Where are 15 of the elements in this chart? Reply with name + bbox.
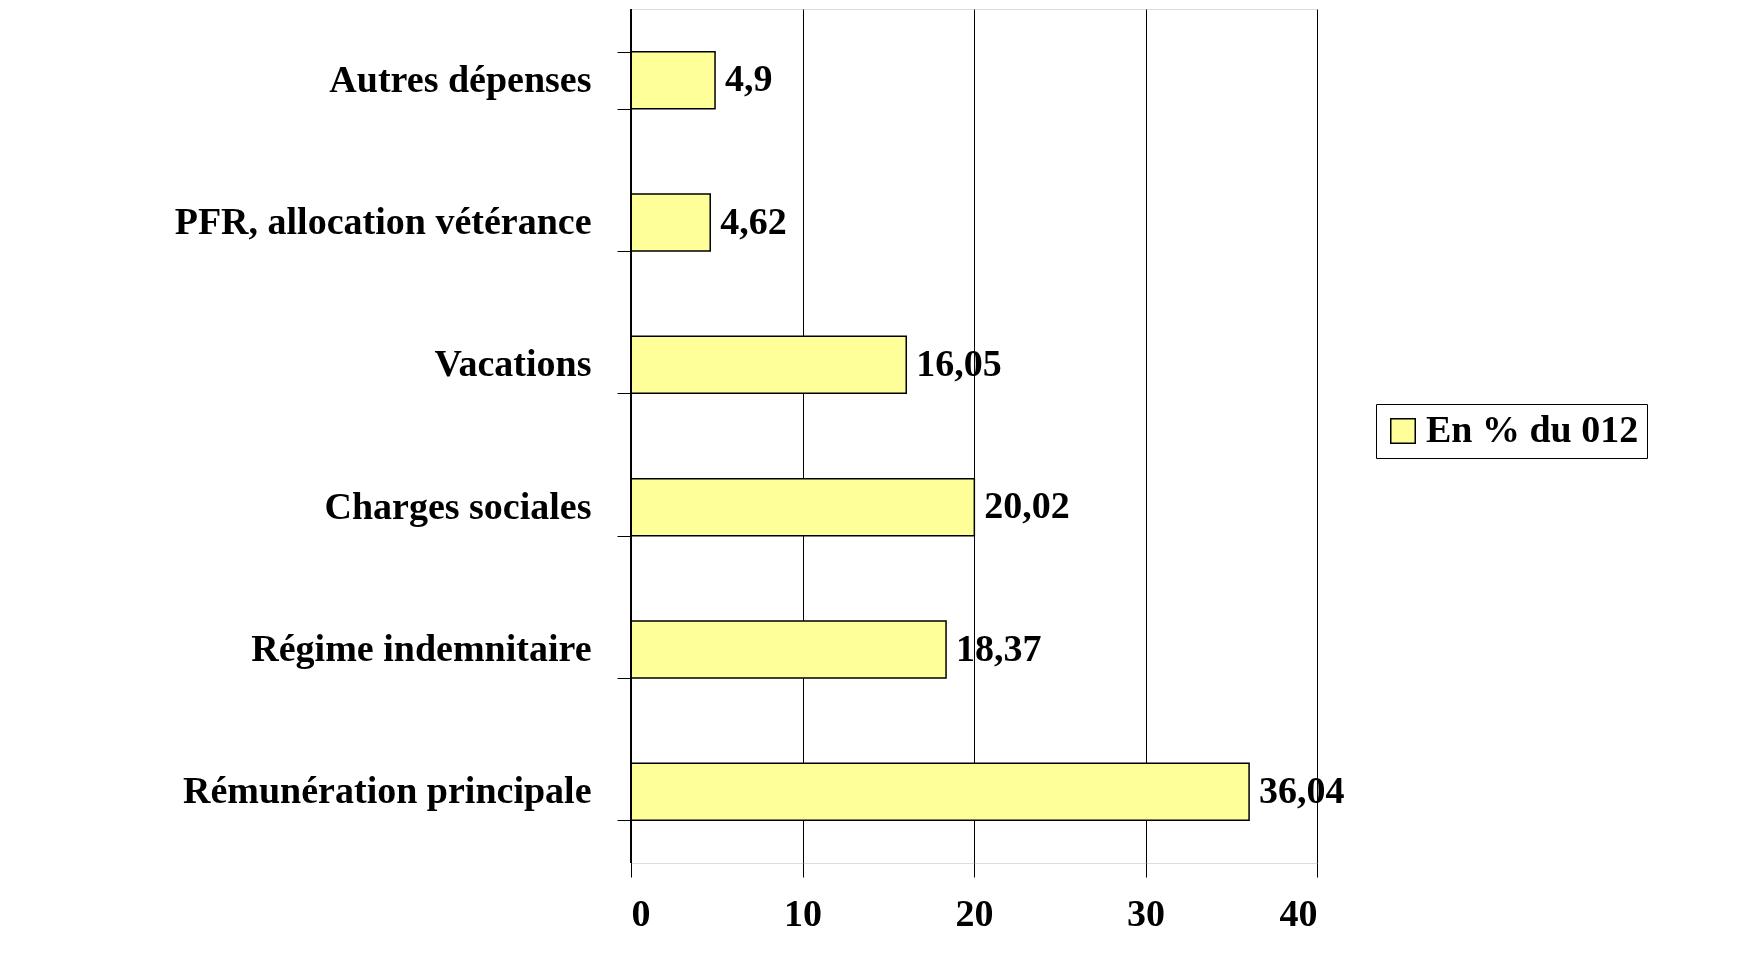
x-tick-label: 40 bbox=[1279, 891, 1318, 934]
x-tick-label: 20 bbox=[955, 891, 994, 934]
x-tick-label: 10 bbox=[784, 891, 822, 934]
y-tick-label: Régime indemnitaire bbox=[251, 627, 592, 669]
x-tick-label: 0 bbox=[631, 891, 651, 934]
y-tick-label: PFR, allocation vétérance bbox=[174, 200, 592, 242]
data-label: 20,02 bbox=[984, 484, 1070, 527]
data-label: 4,9 bbox=[725, 57, 773, 100]
y-tick-label: Charges sociales bbox=[324, 484, 592, 527]
y-tick-label: Vacations bbox=[434, 342, 592, 385]
legend-label: En % du 012 bbox=[1426, 408, 1639, 450]
y-tick-label: Rémunération principale bbox=[183, 769, 592, 812]
data-label: 4,62 bbox=[720, 199, 787, 242]
x-tick-label: 30 bbox=[1127, 891, 1165, 934]
y-tick-label: Autres dépenses bbox=[329, 57, 592, 100]
